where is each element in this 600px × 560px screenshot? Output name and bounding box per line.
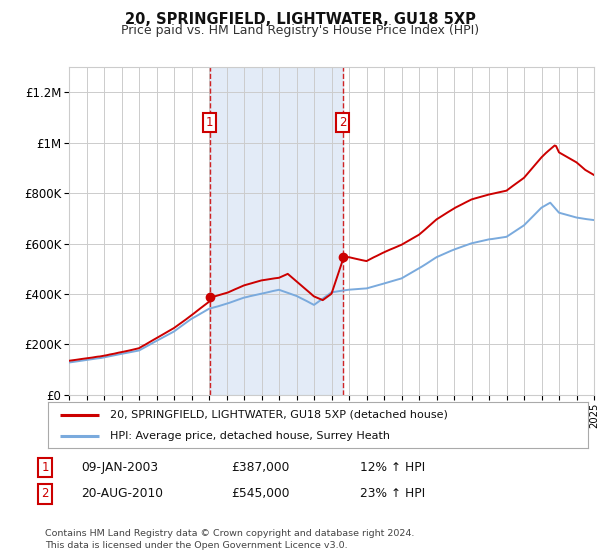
Text: 1: 1 [206,116,213,129]
Text: HPI: Average price, detached house, Surrey Heath: HPI: Average price, detached house, Surr… [110,431,390,441]
Text: 20, SPRINGFIELD, LIGHTWATER, GU18 5XP (detached house): 20, SPRINGFIELD, LIGHTWATER, GU18 5XP (d… [110,410,448,420]
Text: 2: 2 [41,487,49,501]
Bar [209,67,343,395]
Text: 2: 2 [339,116,346,129]
Text: £545,000: £545,000 [231,487,290,501]
Text: Contains HM Land Registry data © Crown copyright and database right 2024.
This d: Contains HM Land Registry data © Crown c… [45,529,415,550]
Text: 20, SPRINGFIELD, LIGHTWATER, GU18 5XP: 20, SPRINGFIELD, LIGHTWATER, GU18 5XP [125,12,475,27]
Text: £387,000: £387,000 [231,461,289,474]
Text: 12% ↑ HPI: 12% ↑ HPI [360,461,425,474]
Text: 23% ↑ HPI: 23% ↑ HPI [360,487,425,501]
Text: Price paid vs. HM Land Registry's House Price Index (HPI): Price paid vs. HM Land Registry's House … [121,24,479,36]
Text: 20-AUG-2010: 20-AUG-2010 [81,487,163,501]
Text: 09-JAN-2003: 09-JAN-2003 [81,461,158,474]
Text: 1: 1 [41,461,49,474]
